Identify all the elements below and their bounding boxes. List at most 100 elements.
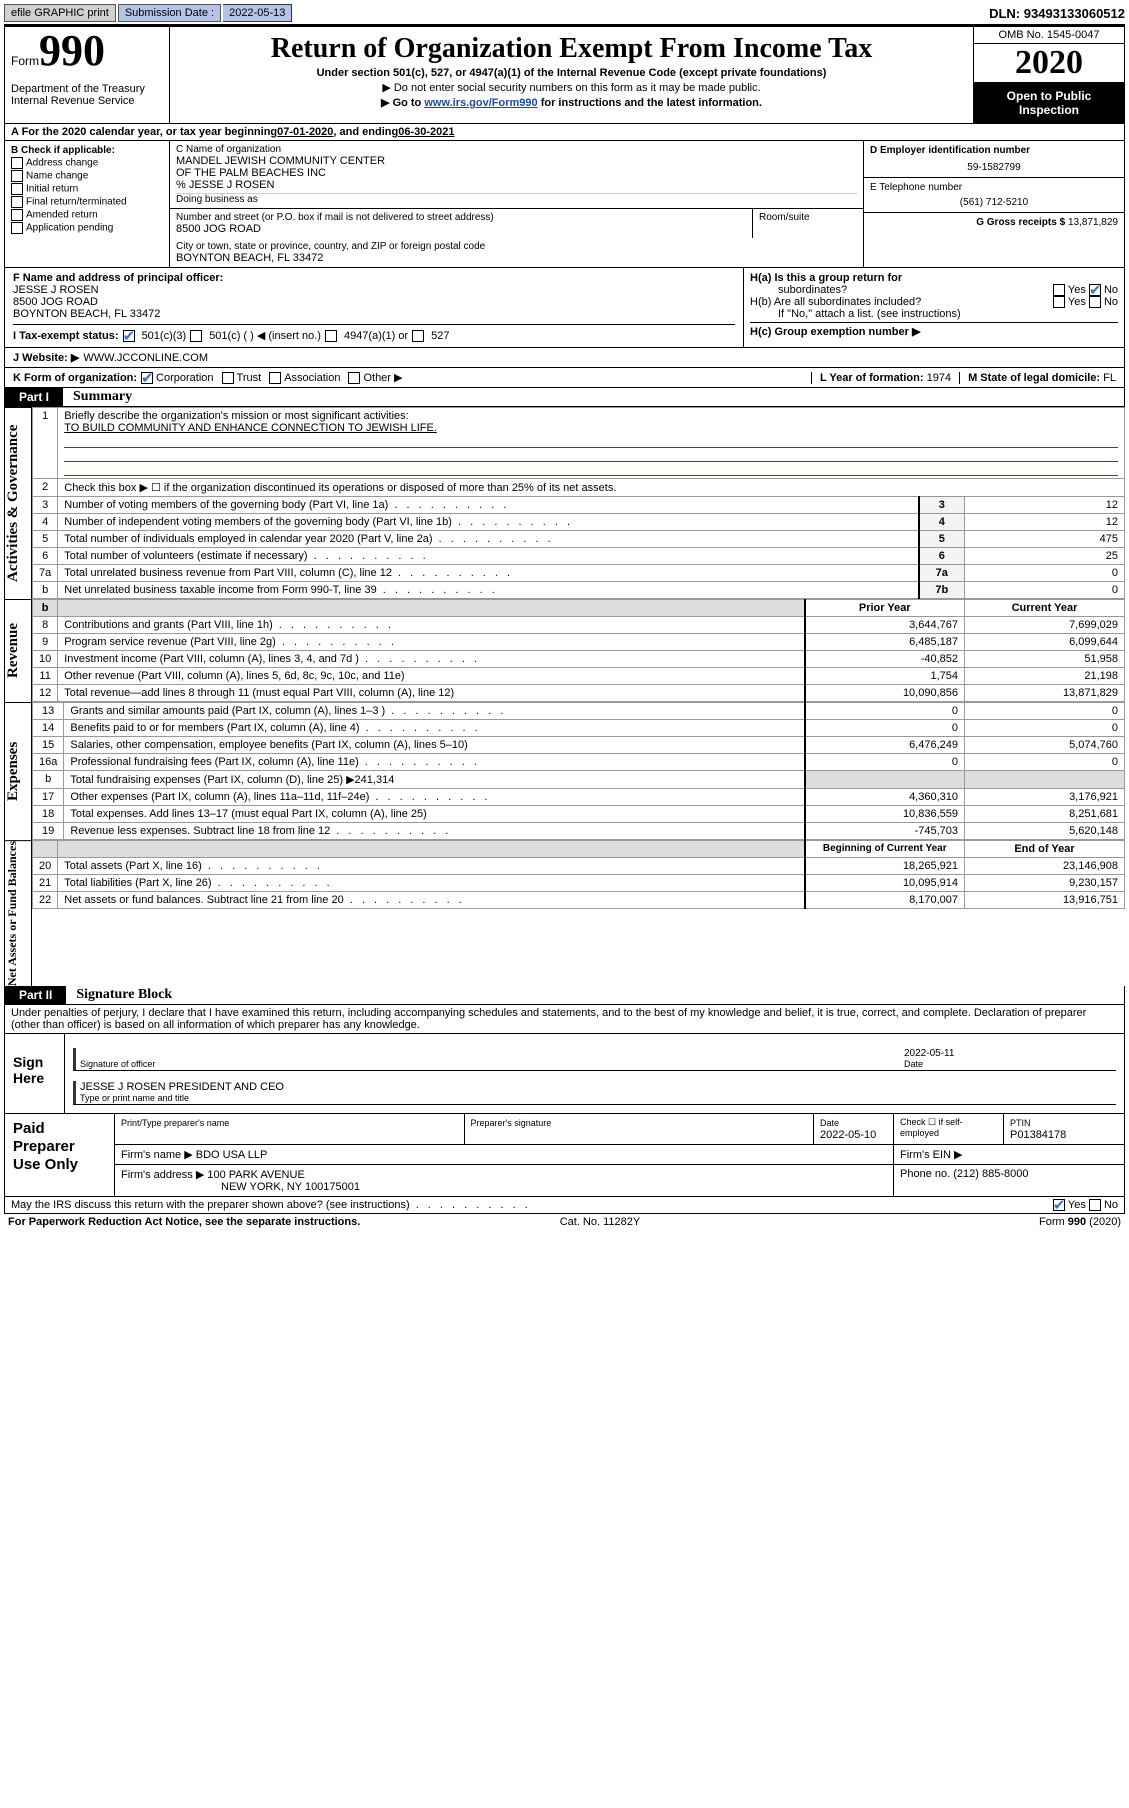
- preparer-sig-lbl: Preparer's signature: [471, 1118, 552, 1128]
- org-form-label: K Form of organization:: [13, 372, 137, 384]
- table-row: 16aProfessional fundraising fees (Part I…: [33, 754, 1125, 771]
- expenses-table: 13Grants and similar amounts paid (Part …: [32, 702, 1125, 840]
- table-row: 15Salaries, other compensation, employee…: [33, 737, 1125, 754]
- firm-addr-2: NEW YORK, NY 100175001: [221, 1181, 360, 1193]
- tax-exempt-label: I Tax-exempt status:: [13, 330, 119, 342]
- table-row: 4Number of independent voting members of…: [33, 514, 1125, 531]
- subtitle-1: Under section 501(c), 527, or 4947(a)(1)…: [176, 67, 967, 79]
- omb-number: OMB No. 1545-0047: [974, 27, 1124, 44]
- chk-final-return[interactable]: Final return/terminated: [11, 196, 163, 208]
- website-url[interactable]: WWW.JCCONLINE.COM: [83, 352, 208, 364]
- name-label: C Name of organization: [176, 144, 857, 155]
- discuss-no[interactable]: [1089, 1199, 1101, 1211]
- chk-501c3[interactable]: [123, 330, 135, 342]
- part1-badge: Part I: [5, 388, 63, 406]
- period-row: A For the 2020 calendar year, or tax yea…: [4, 124, 1125, 141]
- paid-preparer-label: Paid Preparer Use Only: [5, 1114, 115, 1196]
- table-row: 20Total assets (Part X, line 16)18,265,9…: [33, 858, 1125, 875]
- table-row: 17Other expenses (Part IX, column (A), l…: [33, 789, 1125, 806]
- chk-amended[interactable]: Amended return: [11, 209, 163, 221]
- gross-label: G Gross receipts $: [976, 217, 1065, 228]
- discuss-row: May the IRS discuss this return with the…: [4, 1197, 1125, 1214]
- ha-no[interactable]: [1089, 284, 1101, 296]
- chk-501c[interactable]: [190, 330, 202, 342]
- open-inspection: Open to Public Inspection: [974, 83, 1124, 123]
- summary-table: 1 Briefly describe the organization's mi…: [32, 407, 1125, 599]
- hb-note: If "No," attach a list. (see instruction…: [778, 308, 1118, 320]
- ha-yes[interactable]: [1053, 284, 1065, 296]
- paid-preparer-block: Paid Preparer Use Only Print/Type prepar…: [4, 1114, 1125, 1197]
- table-row: 9Program service revenue (Part VIII, lin…: [33, 634, 1125, 651]
- side-activities: Activities & Governance: [4, 407, 32, 599]
- firm-ein-lbl: Firm's EIN ▶: [894, 1145, 1124, 1164]
- sig-of-officer: Signature of officer: [73, 1048, 896, 1070]
- part2-badge: Part II: [5, 986, 66, 1004]
- part2-header: Part II Signature Block: [4, 986, 1125, 1005]
- table-row: bTotal fundraising expenses (Part IX, co…: [33, 771, 1125, 789]
- firm-addr-lbl: Firm's address ▶: [121, 1169, 204, 1181]
- eoy-header: End of Year: [965, 841, 1125, 858]
- hc-label: H(c) Group exemption number ▶: [750, 322, 1118, 338]
- chk-name-change[interactable]: Name change: [11, 170, 163, 182]
- hb-no[interactable]: [1089, 296, 1101, 308]
- current-year-header: Current Year: [965, 600, 1125, 617]
- city: BOYNTON BEACH, FL 33472: [176, 252, 857, 264]
- org-name-3: % JESSE J ROSEN: [176, 179, 857, 191]
- chk-address-change[interactable]: Address change: [11, 157, 163, 169]
- ha-label: H(a) Is this a group return for: [750, 272, 1118, 284]
- part1-header: Part I Summary: [4, 388, 1125, 407]
- ein-label: D Employer identification number: [870, 145, 1118, 156]
- sig-date: 2022-05-11Date: [896, 1048, 1116, 1070]
- phone-label: E Telephone number: [870, 182, 1118, 193]
- gross-receipts: 13,871,829: [1068, 217, 1118, 228]
- ha-sub: subordinates?: [778, 284, 847, 296]
- table-row: 22Net assets or fund balances. Subtract …: [33, 892, 1125, 909]
- chk-4947[interactable]: [325, 330, 337, 342]
- efile-print-button[interactable]: efile GRAPHIC print: [4, 4, 116, 22]
- table-row: 14Benefits paid to or for members (Part …: [33, 720, 1125, 737]
- form-label: Form: [11, 54, 39, 68]
- table-row: 8Contributions and grants (Part VIII, li…: [33, 617, 1125, 634]
- officer-street: 8500 JOG ROAD: [13, 296, 735, 308]
- form-version: Form 990 (2020): [1039, 1216, 1121, 1228]
- hb-yes[interactable]: [1053, 296, 1065, 308]
- table-row: 13Grants and similar amounts paid (Part …: [33, 703, 1125, 720]
- preparer-name-lbl: Print/Type preparer's name: [121, 1118, 229, 1128]
- room-label: Room/suite: [759, 212, 857, 223]
- table-row: bNet unrelated business taxable income f…: [33, 582, 1125, 599]
- section-b-label: B Check if applicable:: [11, 145, 163, 156]
- chk-initial-return[interactable]: Initial return: [11, 183, 163, 195]
- page-title: Return of Organization Exempt From Incom…: [176, 33, 967, 65]
- ptin-lbl: PTIN: [1010, 1118, 1031, 1128]
- balance-table: Beginning of Current YearEnd of Year 20T…: [32, 840, 1125, 909]
- discuss-yes[interactable]: [1053, 1199, 1065, 1211]
- footer: For Paperwork Reduction Act Notice, see …: [4, 1214, 1125, 1230]
- chk-app-pending[interactable]: Application pending: [11, 222, 163, 234]
- table-row: 10Investment income (Part VIII, column (…: [33, 651, 1125, 668]
- table-row: 7aTotal unrelated business revenue from …: [33, 565, 1125, 582]
- year-formation: 1974: [927, 372, 951, 384]
- org-name-1: MANDEL JEWISH COMMUNITY CENTER: [176, 155, 857, 167]
- chk-assoc[interactable]: [269, 372, 281, 384]
- sign-here-label: Sign Here: [5, 1034, 65, 1113]
- table-row: 21Total liabilities (Part X, line 26)10,…: [33, 875, 1125, 892]
- officer-label: F Name and address of principal officer:: [13, 272, 735, 284]
- officer-typed-name: JESSE J ROSEN PRESIDENT AND CEOType or p…: [73, 1081, 1116, 1104]
- revenue-table: bPrior YearCurrent Year 8Contributions a…: [32, 599, 1125, 702]
- firm-name: BDO USA LLP: [196, 1149, 268, 1161]
- row-num: 1: [33, 408, 58, 479]
- chk-trust[interactable]: [222, 372, 234, 384]
- prior-year-header: Prior Year: [805, 600, 965, 617]
- chk-other[interactable]: [348, 372, 360, 384]
- chk-corp[interactable]: [141, 372, 153, 384]
- table-row: 11Other revenue (Part VIII, column (A), …: [33, 668, 1125, 685]
- topbar: efile GRAPHIC print Submission Date : 20…: [4, 4, 1125, 26]
- instructions-link[interactable]: www.irs.gov/Form990: [424, 97, 537, 109]
- side-revenue: Revenue: [4, 599, 32, 702]
- chk-527[interactable]: [412, 330, 424, 342]
- entity-block: B Check if applicable: Address change Na…: [4, 141, 1125, 268]
- website-label: J Website: ▶: [13, 351, 79, 364]
- ein: 59-1582799: [870, 162, 1118, 173]
- subdate-label: Submission Date :: [118, 4, 221, 22]
- tax-year: 2020: [974, 44, 1124, 83]
